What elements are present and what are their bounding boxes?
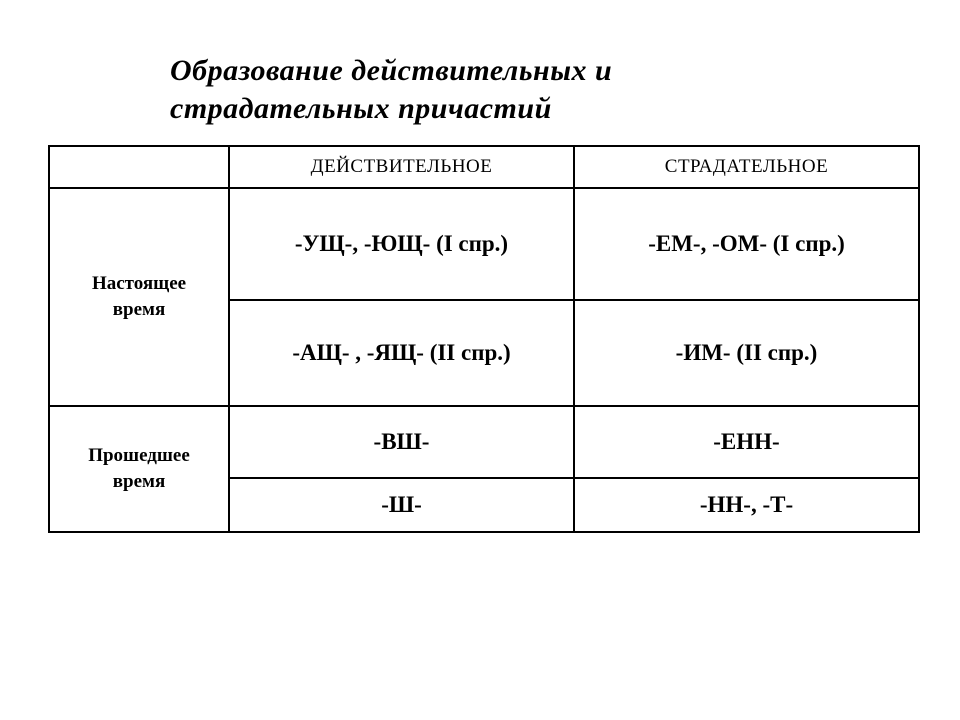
table-header-row: ДЕЙСТВИТЕЛЬНОЕ СТРАДАТЕЛЬНОЕ xyxy=(49,146,919,188)
header-active: ДЕЙСТВИТЕЛЬНОЕ xyxy=(229,146,574,188)
table-row: Настоящее время -УЩ-, -ЮЩ- (I спр.) -ЕМ-… xyxy=(49,188,919,300)
title-line-2: страдательных причастий xyxy=(170,92,552,125)
rowlabel-present: Настоящее время xyxy=(49,188,229,406)
header-passive: СТРАДАТЕЛЬНОЕ xyxy=(574,146,919,188)
rowlabel-present-line1: Настоящее xyxy=(92,273,186,294)
rowlabel-present-line2: время xyxy=(113,299,165,320)
rowlabel-past: Прошедшее время xyxy=(49,406,229,532)
page: Образование действительных и страдательн… xyxy=(0,0,960,720)
cell-past-passive-1: -ЕНН- xyxy=(574,406,919,478)
rowlabel-past-line1: Прошедшее xyxy=(88,445,190,466)
title-line-1: Образование действительных и xyxy=(170,54,612,87)
cell-present-passive-1: -ЕМ-, -ОМ- (I спр.) xyxy=(574,188,919,300)
cell-present-active-2: -АЩ- , -ЯЩ- (II спр.) xyxy=(229,300,574,406)
cell-past-active-2: -Ш- xyxy=(229,478,574,532)
cell-present-active-1: -УЩ-, -ЮЩ- (I спр.) xyxy=(229,188,574,300)
header-empty xyxy=(49,146,229,188)
cell-past-passive-2: -НН-, -Т- xyxy=(574,478,919,532)
rowlabel-past-line2: время xyxy=(113,471,165,492)
cell-present-passive-2: -ИМ- (II спр.) xyxy=(574,300,919,406)
page-title: Образование действительных и страдательн… xyxy=(170,52,810,127)
table-row: Прошедшее время -ВШ- -ЕНН- xyxy=(49,406,919,478)
cell-past-active-1: -ВШ- xyxy=(229,406,574,478)
participle-table: ДЕЙСТВИТЕЛЬНОЕ СТРАДАТЕЛЬНОЕ Настоящее в… xyxy=(48,145,920,533)
